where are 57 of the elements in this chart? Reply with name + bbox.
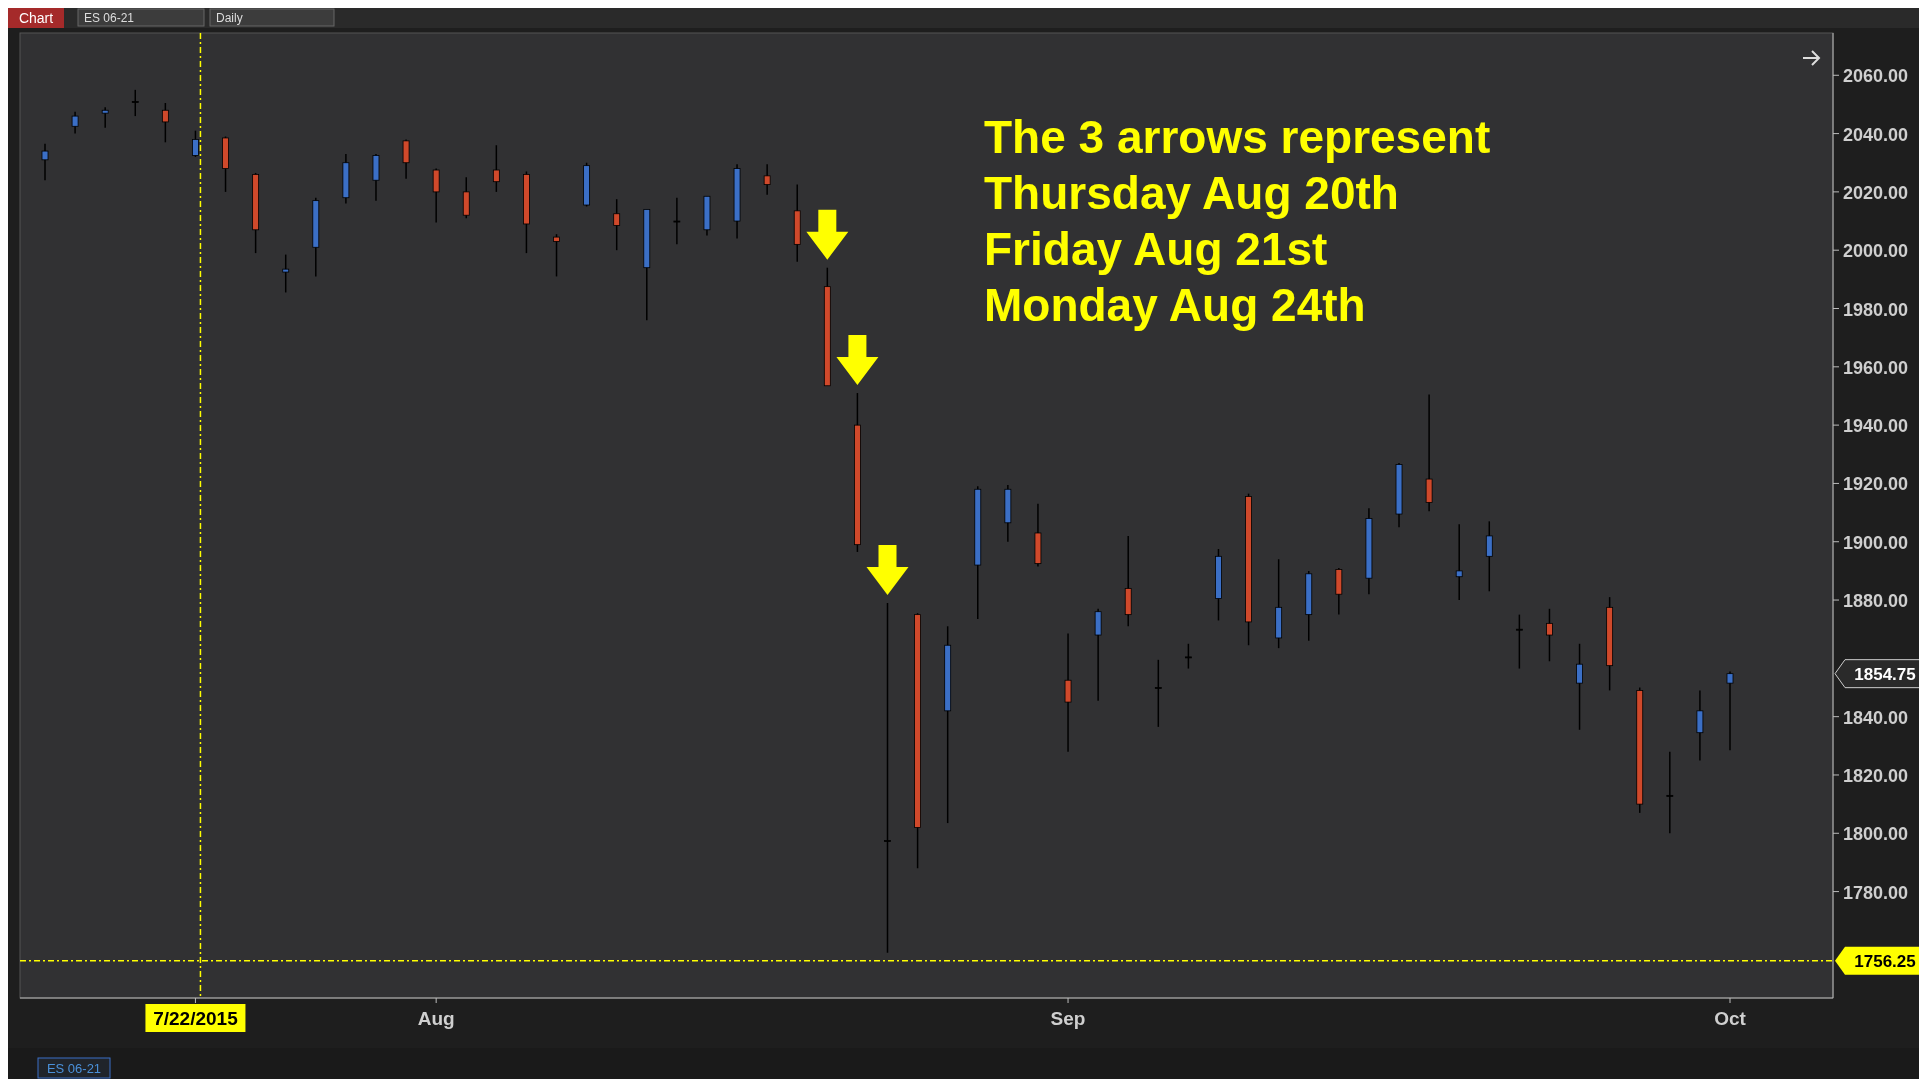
candlestick <box>763 163 771 196</box>
candlestick <box>1696 689 1704 762</box>
text: Daily <box>216 11 243 25</box>
y-tick-label: 2000.00 <box>1843 241 1909 262</box>
y-tick-label: 1840.00 <box>1843 707 1909 728</box>
candlestick <box>1666 750 1674 835</box>
candlestick <box>71 110 79 135</box>
y-tick-label: 1820.00 <box>1843 765 1909 786</box>
candlestick <box>673 196 681 246</box>
y-tick-label: 2040.00 <box>1843 124 1909 145</box>
candlestick <box>1726 670 1734 751</box>
candlestick <box>1576 643 1583 731</box>
candlestick <box>1546 608 1553 663</box>
text: 1854.75 <box>1854 664 1916 684</box>
x-tick-label: Aug <box>417 1008 455 1029</box>
candlestick <box>41 143 49 181</box>
candlestick <box>282 253 290 294</box>
candlestick <box>1515 613 1523 670</box>
candlestick <box>1064 632 1072 753</box>
annotation: Thursday Aug 20th <box>984 167 1399 219</box>
candlestick <box>192 129 199 158</box>
candlestick <box>1094 608 1102 702</box>
y-tick-label: 1800.00 <box>1843 824 1909 845</box>
text: ES 06-21 <box>46 1061 102 1076</box>
y-tick-label: 1900.00 <box>1843 532 1909 553</box>
x-tick-label: 7/22/2015 <box>153 1008 239 1029</box>
candlestick <box>613 198 621 251</box>
candlestick <box>492 144 500 193</box>
candlestick <box>462 176 470 219</box>
y-tick-label: 1980.00 <box>1843 299 1909 320</box>
candlestick <box>1425 393 1433 512</box>
candlestick <box>432 167 440 224</box>
y-tick-label: 1940.00 <box>1843 416 1909 437</box>
x-tick-label: Sep <box>1050 1008 1086 1029</box>
y-tick-label: 2060.00 <box>1843 66 1909 87</box>
candlestick <box>402 138 410 180</box>
candlestick <box>161 102 169 144</box>
candlestick <box>131 89 139 117</box>
x-tick-label: Oct <box>1714 1008 1747 1029</box>
annotation: The 3 arrows represent <box>984 111 1491 163</box>
candlestick <box>1485 520 1493 593</box>
candlestick <box>1154 659 1162 728</box>
y-tick-label: 2020.00 <box>1843 182 1909 203</box>
candlestick <box>553 233 560 278</box>
candlestick <box>1455 523 1463 601</box>
candlestick <box>101 106 109 129</box>
y-tick-label: 1880.00 <box>1843 591 1909 612</box>
y-tick-label: 1960.00 <box>1843 357 1909 378</box>
candlestick <box>884 602 891 954</box>
candlestick <box>1184 643 1192 670</box>
y-tick-label: 1920.00 <box>1843 474 1909 495</box>
text: ES 06-21 <box>84 11 135 25</box>
text: Chart <box>18 10 54 26</box>
y-tick-label: 1780.00 <box>1843 882 1909 903</box>
annotation: Friday Aug 21st <box>984 223 1328 275</box>
ref-line-label: 1756.25 <box>1854 951 1916 971</box>
annotation: Monday Aug 24th <box>984 279 1366 331</box>
